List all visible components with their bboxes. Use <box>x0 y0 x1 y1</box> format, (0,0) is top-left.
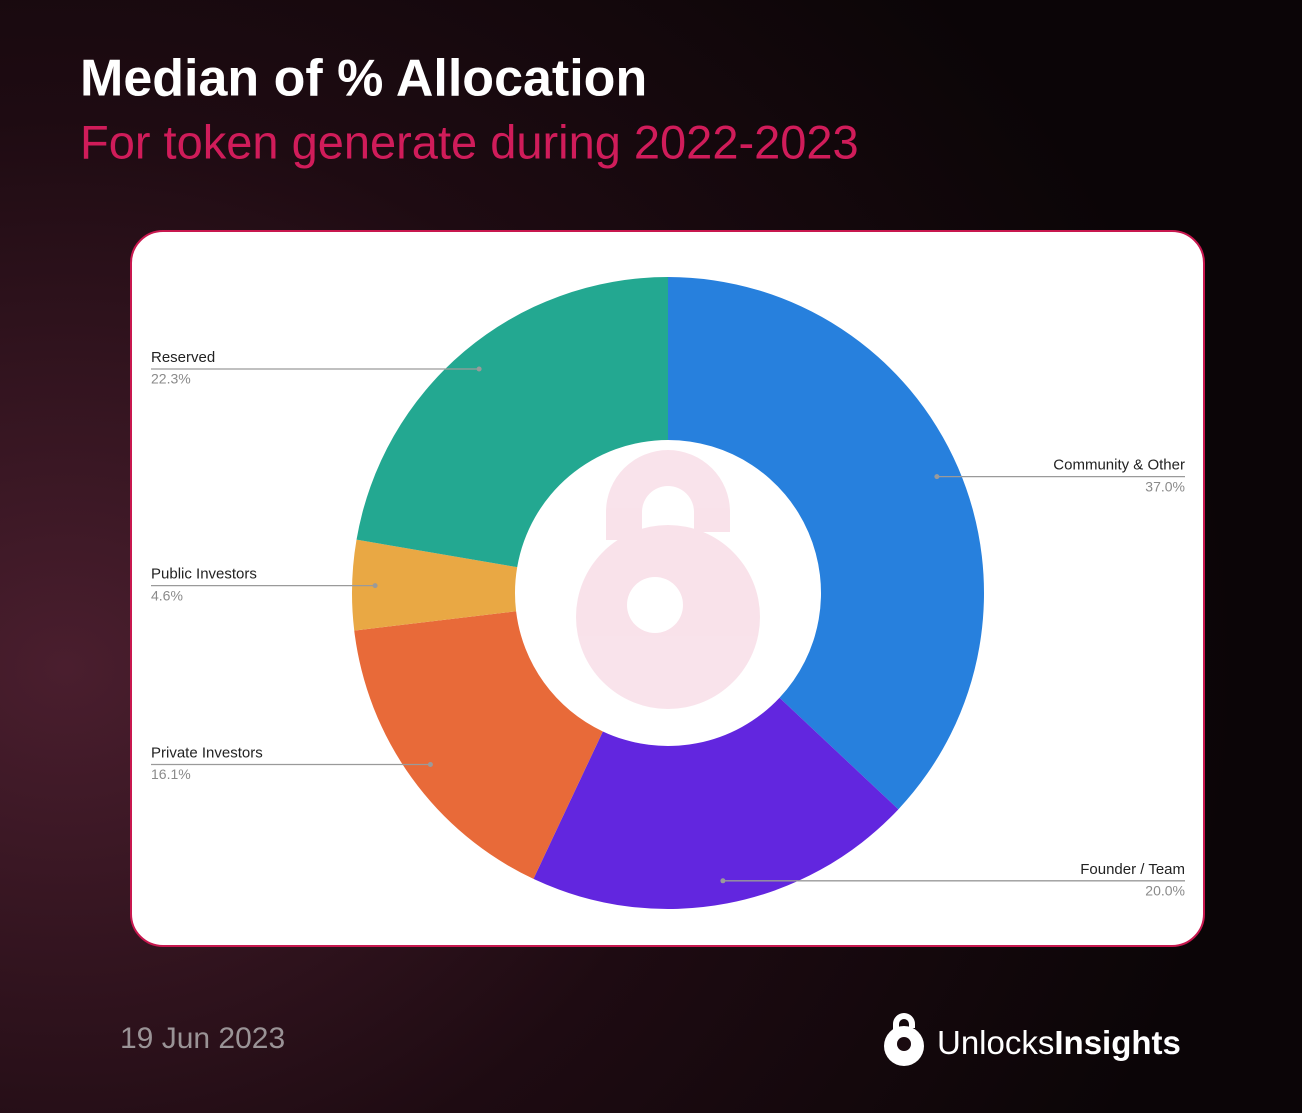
slice <box>533 697 899 910</box>
date: 19 Jun 2023 <box>120 1022 285 1055</box>
slice-label: Public Investors <box>151 566 257 583</box>
slice <box>354 611 603 879</box>
value-label: 37.0% <box>1145 478 1185 494</box>
leader-dot <box>476 366 482 372</box>
leader-dot <box>372 583 378 589</box>
labels: Community & Other 37.0% Founder / Team 20.0… <box>151 349 1185 899</box>
slice-label: Founder / Team <box>1080 861 1185 878</box>
value-label: 22.3% <box>151 371 191 387</box>
subtitle: For token generate during 2022-2023 <box>80 115 859 168</box>
slice-label: Reserved <box>151 349 215 366</box>
slice-label: Community & Other <box>1053 457 1185 474</box>
value-label: 4.6% <box>151 587 183 603</box>
donut <box>351 277 984 910</box>
leader-dot <box>720 878 726 884</box>
leader-dot <box>934 474 940 480</box>
slice <box>351 539 518 631</box>
slice-label: Private Investors <box>151 744 263 761</box>
brand-light: Unlocks <box>937 1024 1054 1061</box>
center-logo-hole <box>627 577 683 633</box>
brand-icon <box>884 1013 924 1066</box>
leader-dot <box>427 761 433 767</box>
title: Median of % Allocation <box>80 50 647 108</box>
value-label: 16.1% <box>151 766 191 782</box>
slice <box>668 277 984 810</box>
slice <box>356 277 668 568</box>
brand-bold: Insights <box>1054 1024 1181 1061</box>
brand: UnlocksInsights <box>937 1024 1181 1061</box>
value-label: 20.0% <box>1145 883 1185 899</box>
